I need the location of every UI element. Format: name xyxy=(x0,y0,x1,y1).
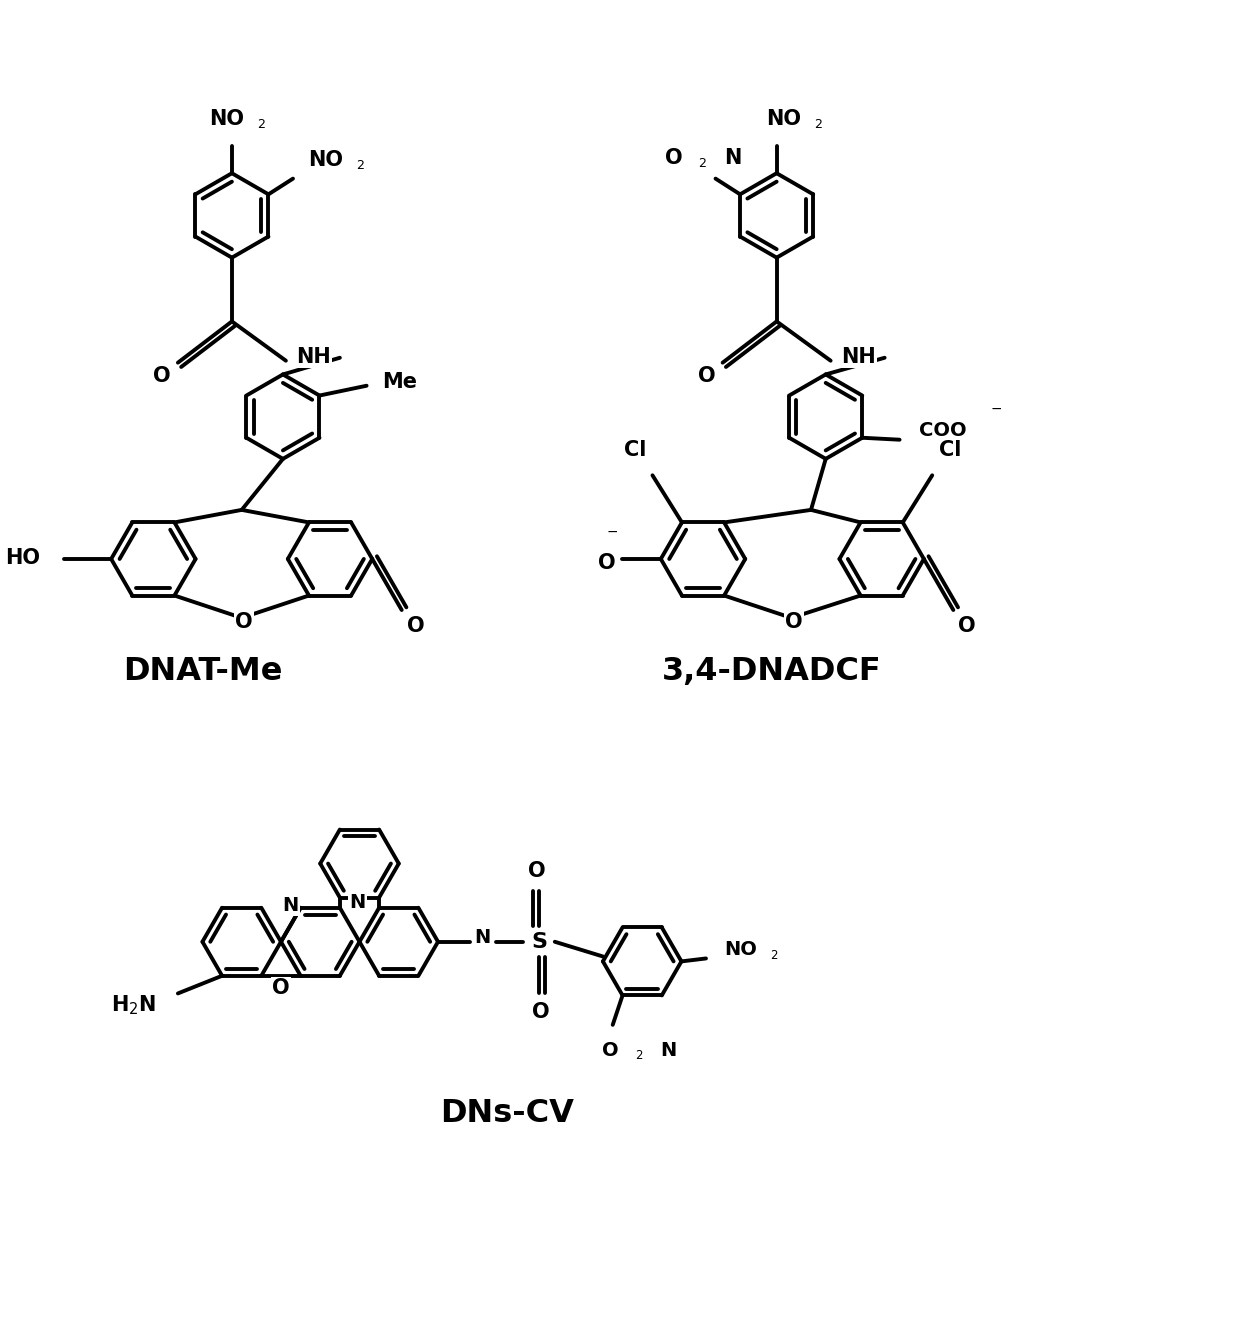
Text: O: O xyxy=(959,616,976,636)
Text: O: O xyxy=(272,978,290,998)
Text: $_2$: $_2$ xyxy=(356,154,365,173)
Text: N: N xyxy=(350,893,366,912)
Text: N: N xyxy=(661,1040,677,1060)
Text: N: N xyxy=(283,896,299,914)
Text: O: O xyxy=(154,366,171,386)
Text: $^-$: $^-$ xyxy=(604,528,619,547)
Text: NH: NH xyxy=(296,346,331,366)
Text: S: S xyxy=(531,932,547,951)
Text: Me: Me xyxy=(382,372,418,391)
Text: H$_2$N: H$_2$N xyxy=(112,994,156,1016)
Text: NO: NO xyxy=(724,940,756,959)
Text: COO: COO xyxy=(919,422,966,441)
Text: $^-$: $^-$ xyxy=(988,405,1003,423)
Text: O: O xyxy=(698,366,715,386)
Text: N: N xyxy=(724,149,742,169)
Text: Cl: Cl xyxy=(939,439,961,459)
Text: NH: NH xyxy=(841,346,875,366)
Text: O: O xyxy=(407,616,424,636)
Text: NO: NO xyxy=(766,109,801,129)
Text: $_2$: $_2$ xyxy=(698,153,707,170)
Text: NO: NO xyxy=(210,109,244,129)
Text: $_2$: $_2$ xyxy=(257,113,265,131)
Text: O: O xyxy=(234,612,253,632)
Text: N: N xyxy=(474,929,490,947)
Text: O: O xyxy=(528,861,546,881)
Text: O: O xyxy=(603,1040,619,1060)
Text: HO: HO xyxy=(5,548,41,568)
Text: 3,4-DNADCF: 3,4-DNADCF xyxy=(662,657,882,687)
Text: O: O xyxy=(598,553,615,573)
Text: O: O xyxy=(532,1002,549,1022)
Text: Cl: Cl xyxy=(624,439,646,459)
Text: $_2$: $_2$ xyxy=(635,1044,644,1063)
Text: DNAT-Me: DNAT-Me xyxy=(123,657,283,687)
Text: DNs-CV: DNs-CV xyxy=(440,1097,574,1129)
Text: O: O xyxy=(785,612,804,632)
Text: NO: NO xyxy=(308,150,343,170)
Text: $_2$: $_2$ xyxy=(815,113,823,131)
Text: $_2$: $_2$ xyxy=(770,943,779,962)
Text: O: O xyxy=(665,149,682,169)
